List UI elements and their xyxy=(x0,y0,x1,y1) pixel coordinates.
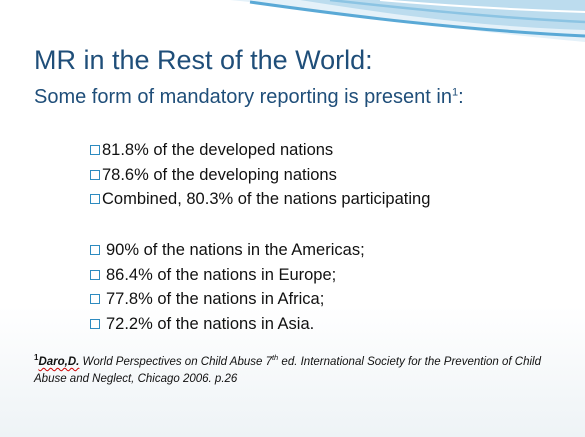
list-item-text: 77.8% of the nations in Africa; xyxy=(106,290,325,308)
footnote-text-part-2: ed. International Society for the Preven… xyxy=(34,356,541,385)
footnote-text-part-1: World Perspectives on Child Abuse 7 xyxy=(79,356,272,368)
list-item-text: Combined, 80.3% of the nations participa… xyxy=(102,190,431,208)
hollow-square-bullet-icon xyxy=(90,294,100,305)
list-item-text: 81.8% of the developed nations xyxy=(102,141,334,159)
list-item: 77.8% of the nations in Africa; xyxy=(90,287,365,312)
list-item: 81.8% of the developed nations xyxy=(90,138,430,163)
footnote-ordinal-suffix: th xyxy=(271,353,279,363)
list-item-text: 86.4% of the nations in Europe; xyxy=(106,265,337,284)
wave-stroke-3 xyxy=(379,0,585,13)
hollow-square-bullet-icon xyxy=(90,318,100,329)
subtitle-text: Some form of mandatory reporting is pres… xyxy=(34,86,452,108)
list-item: 86.4% of the nations in Europe; xyxy=(90,263,365,288)
subtitle-reference: 1 xyxy=(451,86,459,99)
bullet-list-regions: 90% of the nations in the Americas; 86.4… xyxy=(90,238,365,336)
slide-title: MR in the Rest of the World: xyxy=(34,45,373,75)
footnote-citation: 1Daro,D. World Perspectives on Child Abu… xyxy=(34,354,554,388)
wave-fill-mid xyxy=(300,0,585,30)
list-item: 78.6% of the developing nations xyxy=(90,163,430,188)
bullet-list-development: 81.8% of the developed nations 78.6% of … xyxy=(90,138,430,212)
hollow-square-bullet-icon xyxy=(90,169,100,180)
list-item-text: 78.6% of the developing nations xyxy=(102,165,337,184)
slide-subtitle: Some form of mandatory reporting is pres… xyxy=(34,86,464,108)
list-item-text: 72.2% of the nations in Asia. xyxy=(106,314,315,333)
hollow-square-bullet-icon xyxy=(90,194,100,205)
list-item: 72.2% of the nations in Asia. xyxy=(90,312,365,337)
wave-stroke-2 xyxy=(329,0,585,24)
list-item-text: 90% of the nations in the Americas; xyxy=(106,241,365,259)
wave-stroke-1 xyxy=(249,0,585,38)
list-item: Combined, 80.3% of the nations participa… xyxy=(90,187,430,212)
footnote-marker: 1 xyxy=(34,353,39,363)
hollow-square-bullet-icon xyxy=(90,269,100,280)
hollow-square-bullet-icon xyxy=(90,245,100,256)
header-wave-decoration xyxy=(230,0,585,42)
hollow-square-bullet-icon xyxy=(90,145,100,156)
footnote-author: Daro,D. xyxy=(38,356,80,368)
list-item: 90% of the nations in the Americas; xyxy=(90,238,365,263)
